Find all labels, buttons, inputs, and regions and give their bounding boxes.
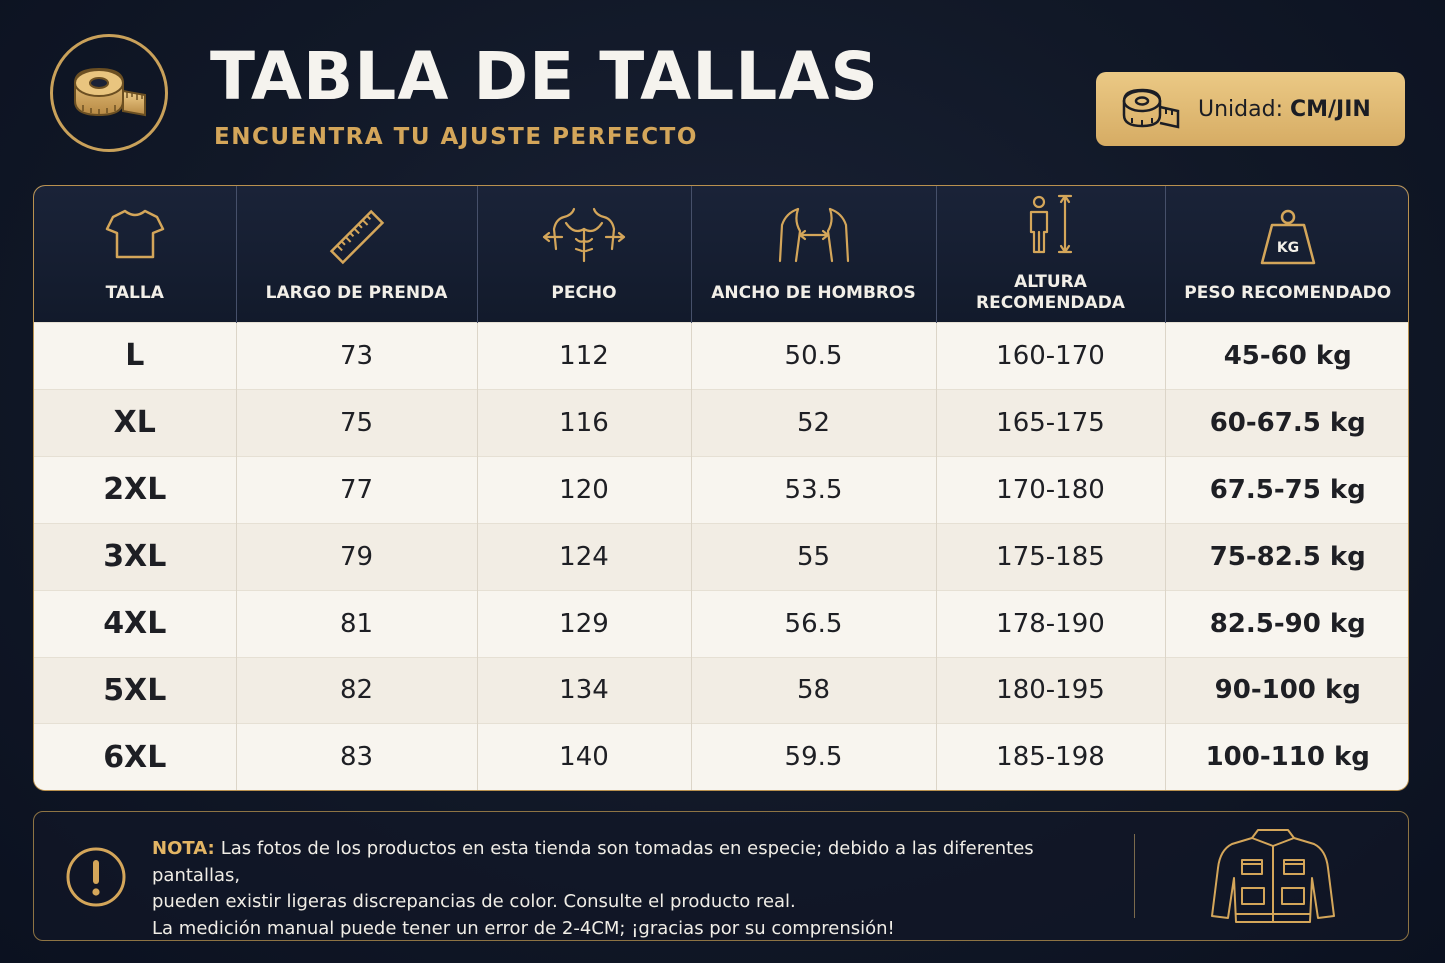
column-label: ANCHO DE HOMBROS (711, 282, 916, 303)
column-label: PECHO (551, 282, 617, 303)
jacket-icon (1211, 829, 1335, 923)
height-cell: 178-190 (935, 589, 1165, 658)
size-cell: 6XL (34, 723, 236, 790)
weight-cell: 45-60 kg (1164, 322, 1408, 390)
page-title: TABLA DE TALLAS (210, 38, 879, 115)
note-line: La medición manual puede tener un error … (152, 917, 895, 939)
chest-cell: 124 (476, 522, 691, 591)
size-cell: 3XL (34, 522, 236, 591)
height-cell: 185-198 (935, 723, 1165, 790)
chest-icon (542, 207, 626, 262)
length-cell: 77 (235, 455, 477, 524)
height-cell: 170-180 (935, 455, 1165, 524)
note-text: NOTA: Las fotos de los productos en esta … (152, 836, 1112, 942)
column-header-altura: ALTURA RECOMENDADA (935, 186, 1165, 323)
length-cell: 83 (235, 723, 477, 790)
column-header-peso: KG PESO RECOMENDADO (1164, 186, 1408, 323)
column-header-hombros: ANCHO DE HOMBROS (690, 186, 936, 323)
size-table-card: TALLA (33, 185, 1409, 791)
measuring-tape-icon (74, 67, 146, 117)
chest-cell: 129 (476, 589, 691, 658)
height-cell: 175-185 (935, 522, 1165, 591)
table-row: 4XL 81 129 56.5 178-190 82.5-90 kg (34, 589, 1408, 658)
shoulder-cell: 55 (690, 522, 936, 591)
weight-cell: 60-67.5 kg (1164, 388, 1408, 457)
size-cell: 5XL (34, 656, 236, 724)
column-header-largo: LARGO DE PRENDA (235, 186, 477, 323)
chest-cell: 120 (476, 455, 691, 524)
chest-cell: 140 (476, 723, 691, 790)
table-row: 2XL 77 120 53.5 170-180 67.5-75 kg (34, 455, 1408, 524)
size-cell: 4XL (34, 589, 236, 658)
shoulder-cell: 56.5 (690, 589, 936, 658)
shoulder-cell: 59.5 (690, 723, 936, 790)
size-table: TALLA (34, 186, 1408, 790)
table-row: 3XL 79 124 55 175-185 75-82.5 kg (34, 522, 1408, 591)
note-card: NOTA: Las fotos de los productos en esta … (33, 811, 1409, 941)
unit-label: Unidad: (1198, 96, 1283, 122)
length-cell: 82 (235, 656, 477, 724)
weight-icon: KG (1260, 209, 1315, 264)
height-cell: 160-170 (935, 322, 1165, 390)
measuring-tape-icon (1122, 88, 1180, 129)
chest-cell: 112 (476, 322, 691, 390)
note-line: pueden existir ligeras discrepancias de … (152, 891, 796, 912)
shoulders-icon (778, 207, 849, 262)
table-row: 5XL 82 134 58 180-195 90-100 kg (34, 656, 1408, 724)
weight-cell: 90-100 kg (1164, 656, 1408, 724)
weight-cell: 67.5-75 kg (1164, 455, 1408, 524)
divider (1134, 834, 1135, 918)
weight-cell: 75-82.5 kg (1164, 522, 1408, 591)
table-row: 6XL 83 140 59.5 185-198 100-110 kg (34, 723, 1408, 790)
column-header-pecho: PECHO (476, 186, 691, 323)
length-cell: 75 (235, 388, 477, 457)
note-label: NOTA: (152, 838, 215, 859)
table-row: XL 75 116 52 165-175 60-67.5 kg (34, 388, 1408, 457)
logo (50, 34, 168, 152)
chest-cell: 134 (476, 656, 691, 724)
column-label: TALLA (105, 282, 164, 303)
size-cell: L (34, 322, 236, 390)
shoulder-cell: 52 (690, 388, 936, 457)
length-cell: 79 (235, 522, 477, 591)
height-cell: 165-175 (935, 388, 1165, 457)
column-label: ALTURA RECOMENDADA (976, 271, 1125, 313)
tshirt-icon (105, 209, 164, 258)
table-header-row: TALLA (34, 186, 1408, 323)
shoulder-cell: 53.5 (690, 455, 936, 524)
column-label: LARGO DE PRENDA (265, 282, 448, 303)
page-subtitle: ENCUENTRA TU AJUSTE PERFECTO (214, 124, 698, 150)
length-cell: 73 (235, 322, 477, 390)
length-cell: 81 (235, 589, 477, 658)
table-row: L 73 112 50.5 160-170 45-60 kg (34, 322, 1408, 390)
height-icon (1029, 194, 1072, 253)
shoulder-cell: 50.5 (690, 322, 936, 390)
ruler-icon (329, 209, 384, 264)
weight-cell: 82.5-90 kg (1164, 589, 1408, 658)
note-line: Las fotos de los productos en esta tiend… (152, 838, 1034, 886)
weight-icon-text: KG (1277, 240, 1299, 256)
size-cell: 2XL (34, 455, 236, 524)
warning-icon (66, 847, 126, 907)
column-label: PESO RECOMENDADO (1184, 282, 1392, 303)
unit-badge: Unidad: CM/JIN (1096, 72, 1405, 146)
weight-cell: 100-110 kg (1164, 723, 1408, 790)
shoulder-cell: 58 (690, 656, 936, 724)
unit-value: CM/JIN (1289, 96, 1371, 122)
chest-cell: 116 (476, 388, 691, 457)
height-cell: 180-195 (935, 656, 1165, 724)
column-header-talla: TALLA (34, 186, 236, 323)
size-cell: XL (34, 388, 236, 457)
